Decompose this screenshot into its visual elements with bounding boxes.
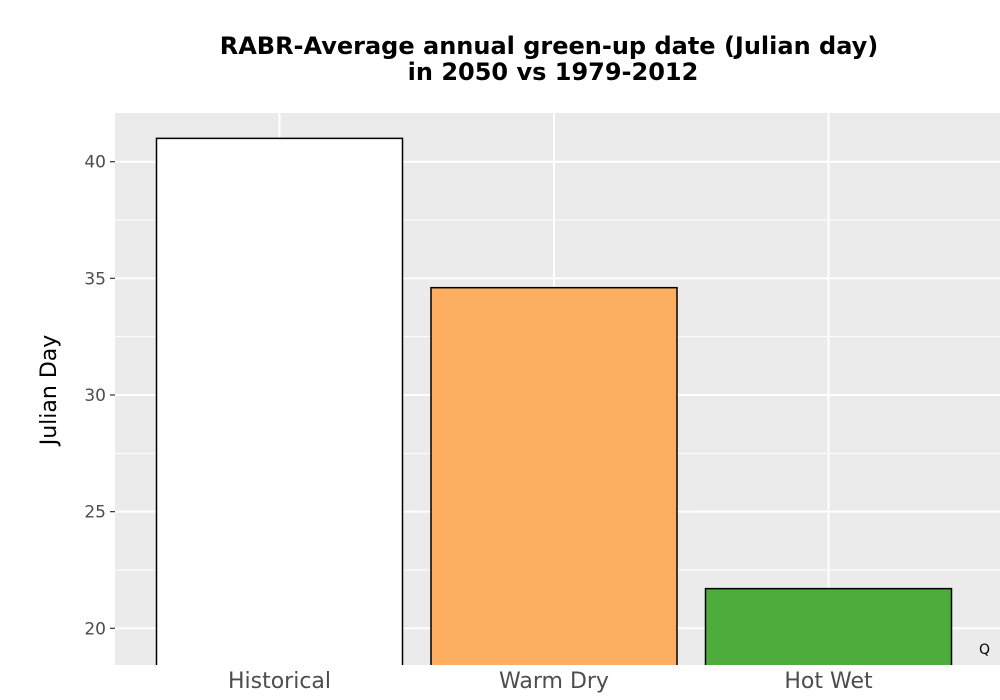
- x-tick-label: Historical: [228, 669, 331, 694]
- y-tick-label: 40: [84, 153, 106, 173]
- bar-warm-dry: [430, 286, 678, 668]
- y-tick-label: 30: [84, 386, 106, 406]
- y-tick-label: 20: [84, 619, 106, 639]
- bar-historical: [155, 137, 404, 668]
- bar-hot-wet: [704, 587, 953, 668]
- y-axis: 20 25 30 35 40: [84, 153, 115, 639]
- chart-title-line-2: in 2050 vs 1979-2012: [408, 58, 699, 86]
- corner-mark: Q: [979, 642, 990, 658]
- x-axis: Historical Warm Dry Hot Wet: [228, 669, 873, 694]
- x-tick-label: Hot Wet: [784, 669, 873, 694]
- y-tick-label: 35: [84, 269, 106, 289]
- chart-title-line-1: RABR-Average annual green-up date (Julia…: [220, 32, 879, 60]
- y-axis-title: Julian Day: [37, 335, 62, 448]
- y-tick-label: 25: [84, 503, 106, 523]
- x-tick-label: Warm Dry: [499, 669, 609, 694]
- below-panel-mask: [0, 665, 1000, 700]
- bars: [0, 137, 1000, 700]
